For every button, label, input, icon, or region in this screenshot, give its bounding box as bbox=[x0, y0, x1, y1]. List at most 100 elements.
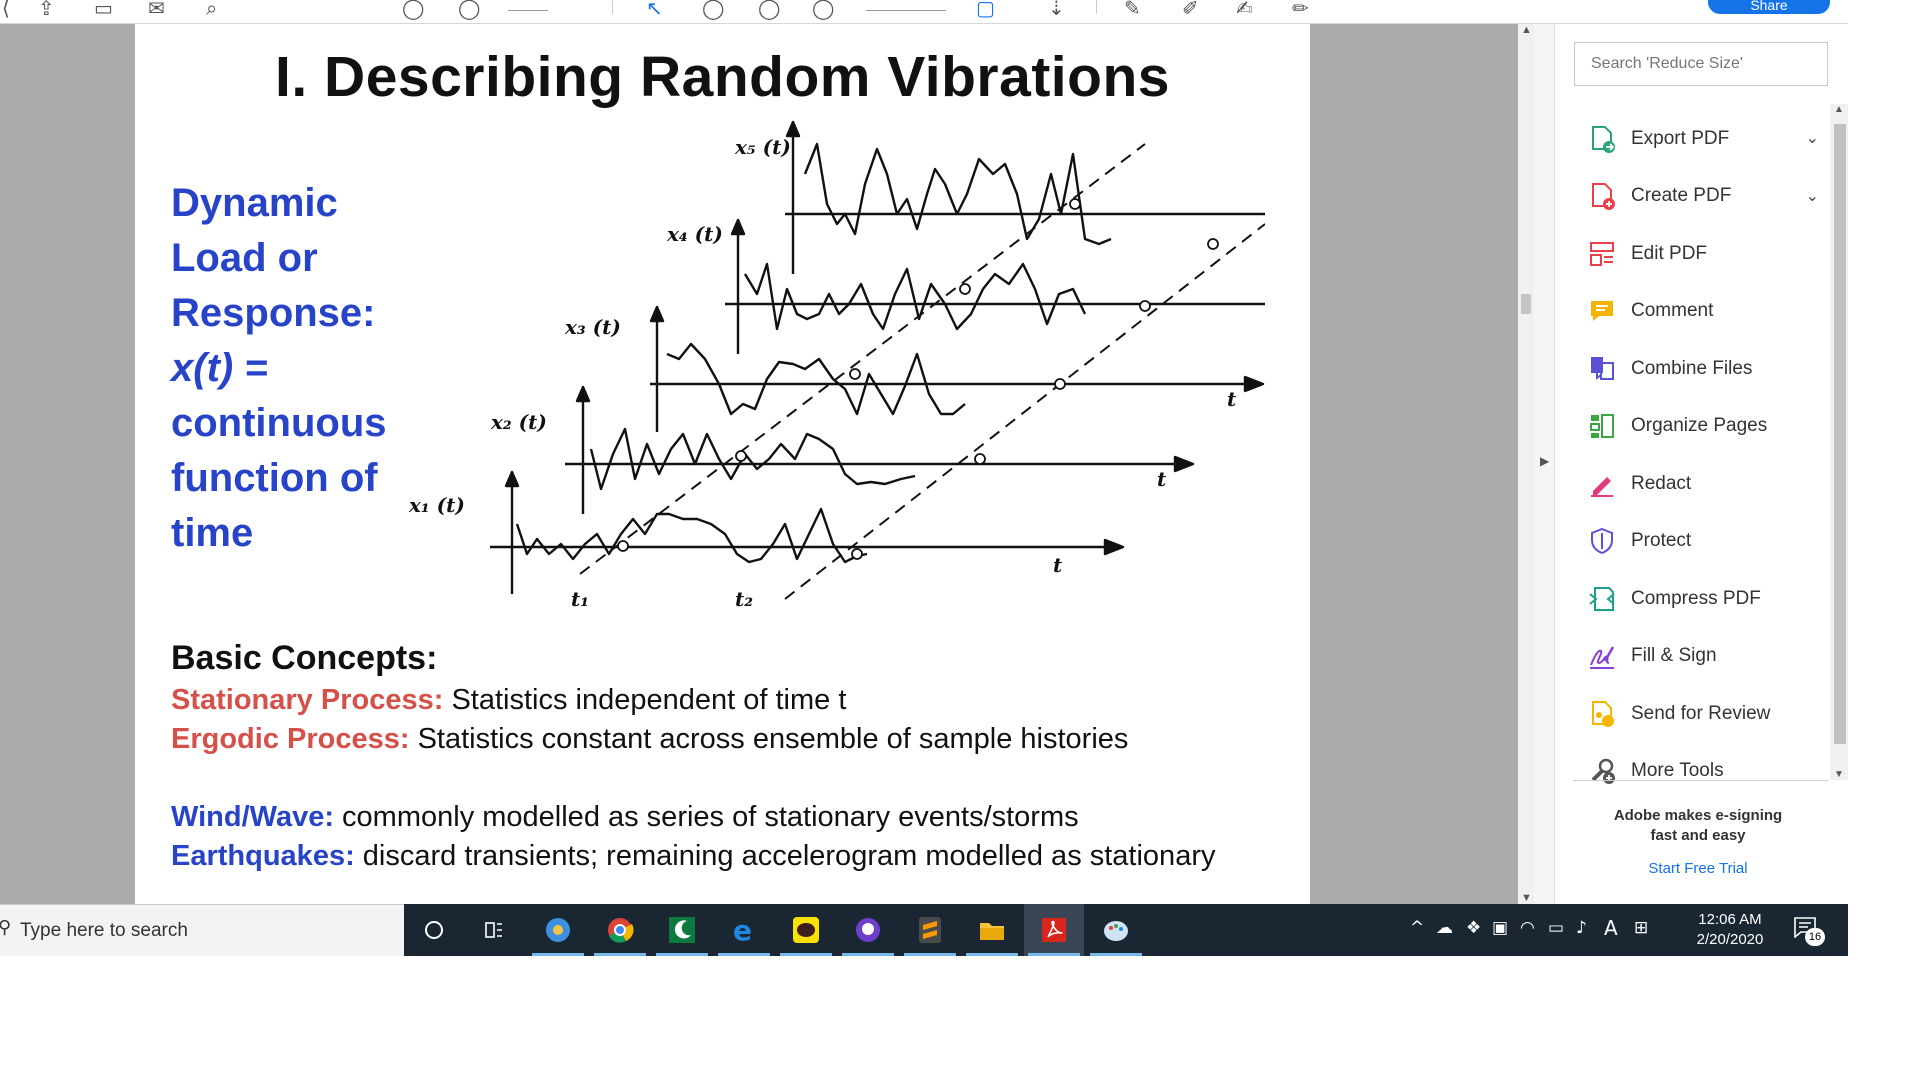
tool-send-for-review[interactable]: Send for Review bbox=[1555, 685, 1841, 743]
taskbar-search-box[interactable]: ⚲ Type here to search bbox=[0, 904, 404, 956]
wifi-icon[interactable]: ◠ bbox=[1520, 918, 1535, 938]
fit-page-icon[interactable]: ▢ bbox=[976, 0, 995, 20]
panel-collapse-handle[interactable]: ▶ bbox=[1534, 24, 1554, 904]
github-icon bbox=[856, 918, 880, 942]
export-pdf-icon bbox=[1585, 122, 1619, 156]
taskbar-app-paint[interactable] bbox=[1086, 904, 1146, 956]
scroll-down-icon[interactable]: ▼ bbox=[1521, 892, 1532, 904]
clock-date: 2/20/2020 bbox=[1696, 931, 1764, 948]
tool-comment[interactable]: Comment bbox=[1555, 283, 1841, 341]
dynamic-load-definition: Dynamic Load or Response: x(t) = continu… bbox=[171, 176, 411, 561]
tool-label: More Tools bbox=[1631, 760, 1724, 782]
zoom-in-icon[interactable]: ◯ bbox=[812, 0, 835, 20]
tool-redact[interactable]: Redact bbox=[1555, 455, 1841, 513]
svg-text:e: e bbox=[733, 915, 752, 945]
taskbar-clock[interactable]: 12:06 AM 2/20/2020 bbox=[1688, 910, 1772, 950]
acrobat-window: ⟨ ⇪ ▭ ✉ ⌕ ◯ ◯ ↖ ◯ ◯ ◯ ▢ ⇣ ✎ ✐ ✍ ✏ Share … bbox=[0, 0, 1848, 956]
prev-icon[interactable]: ⟨ bbox=[2, 0, 10, 20]
select-cursor-icon[interactable]: ↖ bbox=[646, 0, 663, 20]
scroll-down-icon[interactable]: ▼ bbox=[1834, 769, 1844, 780]
korean-ime-icon[interactable]: ⊞ bbox=[1634, 918, 1649, 938]
tools-search-input[interactable] bbox=[1574, 42, 1828, 86]
share-button[interactable]: Share bbox=[1708, 0, 1830, 14]
scroll-thumb[interactable] bbox=[1521, 294, 1531, 314]
draw-tool-icon[interactable]: ✏ bbox=[1292, 0, 1309, 20]
tool-protect[interactable]: Protect bbox=[1555, 513, 1841, 571]
print-icon[interactable]: ▭ bbox=[94, 0, 113, 20]
tool-label: Create PDF bbox=[1631, 185, 1732, 207]
sample-point bbox=[1054, 378, 1066, 390]
earthquakes-label: Earthquakes: bbox=[171, 840, 355, 872]
collapse-arrow-icon[interactable]: ▶ bbox=[1540, 454, 1550, 468]
highlight-tool-icon[interactable]: ✐ bbox=[1182, 0, 1199, 20]
email-icon[interactable]: ✉ bbox=[148, 0, 165, 20]
document-scrollbar[interactable]: ▲ ▼ bbox=[1518, 24, 1534, 904]
zoom-level-field[interactable] bbox=[866, 0, 946, 11]
taskbar-search-placeholder: Type here to search bbox=[20, 920, 188, 941]
compress-pdf-icon bbox=[1585, 582, 1619, 616]
battery-icon[interactable]: ▭ bbox=[1548, 918, 1565, 938]
chevron-down-icon[interactable]: ⌄ bbox=[1805, 187, 1819, 205]
taskbar-app-moon[interactable] bbox=[652, 904, 712, 956]
tool-label: Comment bbox=[1631, 300, 1714, 322]
sublime-icon bbox=[919, 917, 941, 943]
taskbar-app-edge[interactable]: e bbox=[714, 904, 774, 956]
ime-mode-indicator[interactable]: A bbox=[1604, 916, 1618, 940]
zoom-search-icon[interactable]: ⌕ bbox=[206, 0, 218, 20]
volume-icon[interactable]: ♪ bbox=[1576, 918, 1587, 938]
dropbox-icon[interactable]: ❖ bbox=[1466, 918, 1482, 938]
zoom-out-icon[interactable]: ◯ bbox=[758, 0, 781, 20]
taskbar-app-acrobat[interactable] bbox=[1024, 904, 1084, 956]
scroll-up-icon[interactable]: ▲ bbox=[1834, 104, 1844, 115]
sign-tool-icon[interactable]: ✍ bbox=[1236, 0, 1253, 20]
tool-edit-pdf[interactable]: Edit PDF bbox=[1555, 225, 1841, 283]
label-t: t bbox=[1053, 553, 1063, 577]
sample-point bbox=[1069, 198, 1081, 210]
upload-icon[interactable]: ⇪ bbox=[38, 0, 55, 20]
screen-capture-icon[interactable]: ▣ bbox=[1492, 918, 1509, 938]
tool-fill-sign[interactable]: Fill & Sign bbox=[1555, 628, 1841, 686]
scroll-up-icon[interactable]: ▲ bbox=[1521, 24, 1532, 36]
taskbar-app-kakaotalk[interactable] bbox=[776, 904, 836, 956]
sample-point bbox=[849, 368, 861, 380]
action-center-button[interactable]: 16 bbox=[1793, 916, 1825, 946]
tools-panel-scrollbar[interactable]: ▲ ▼ bbox=[1830, 104, 1848, 780]
trace-x2 bbox=[589, 427, 916, 491]
promo-text: Adobe makes e-signing fast and easy bbox=[1555, 806, 1841, 846]
scroll-thumb[interactable] bbox=[1834, 124, 1846, 744]
tool-combine-files[interactable]: Combine Files bbox=[1555, 340, 1841, 398]
stationary-text: Statistics independent of time t bbox=[443, 684, 847, 716]
taskbar-app-github[interactable] bbox=[838, 904, 898, 956]
page-number-field[interactable] bbox=[508, 0, 548, 11]
sample-point bbox=[1207, 238, 1219, 250]
tool-label: Organize Pages bbox=[1631, 415, 1768, 437]
onedrive-cloud-icon[interactable]: ☁ bbox=[1436, 918, 1453, 938]
tool-compress-pdf[interactable]: Compress PDF bbox=[1555, 570, 1841, 628]
label-t: t bbox=[1157, 467, 1167, 491]
show-hidden-icons-chevron-icon[interactable]: ^ bbox=[1410, 918, 1425, 938]
tools-list: Export PDF ⌄ Create PDF ⌄ Edit PDF bbox=[1555, 110, 1841, 800]
tool-export-pdf[interactable]: Export PDF ⌄ bbox=[1555, 110, 1841, 168]
chevron-down-icon[interactable]: ⌄ bbox=[1805, 130, 1819, 147]
comment-tool-icon[interactable]: ✎ bbox=[1124, 0, 1141, 20]
taskbar-app-chrome[interactable] bbox=[590, 904, 650, 956]
tool-create-pdf[interactable]: Create PDF ⌄ bbox=[1555, 168, 1841, 226]
task-view-button[interactable] bbox=[464, 904, 524, 956]
definition-line: x(t) = bbox=[171, 346, 268, 390]
combine-files-icon bbox=[1585, 352, 1619, 386]
page-down-icon[interactable]: ◯ bbox=[458, 0, 481, 20]
hand-tool-icon[interactable]: ◯ bbox=[702, 0, 725, 20]
ergodic-label: Ergodic Process: bbox=[171, 723, 410, 755]
taskbar-app-browser-globe[interactable] bbox=[528, 904, 588, 956]
tool-organize-pages[interactable]: Organize Pages bbox=[1555, 398, 1841, 456]
tool-label: Edit PDF bbox=[1631, 242, 1708, 264]
cortana-button[interactable] bbox=[404, 904, 464, 956]
tool-more-tools[interactable]: More Tools bbox=[1555, 743, 1841, 801]
folder-icon bbox=[980, 923, 1004, 940]
scroll-mode-icon[interactable]: ⇣ bbox=[1048, 0, 1065, 20]
taskbar-app-sublime[interactable] bbox=[900, 904, 960, 956]
page-up-icon[interactable]: ◯ bbox=[402, 0, 425, 20]
taskbar-app-file-explorer[interactable] bbox=[962, 904, 1022, 956]
start-free-trial-link[interactable]: Start Free Trial bbox=[1648, 860, 1748, 877]
definition-line: Dynamic bbox=[171, 181, 338, 225]
